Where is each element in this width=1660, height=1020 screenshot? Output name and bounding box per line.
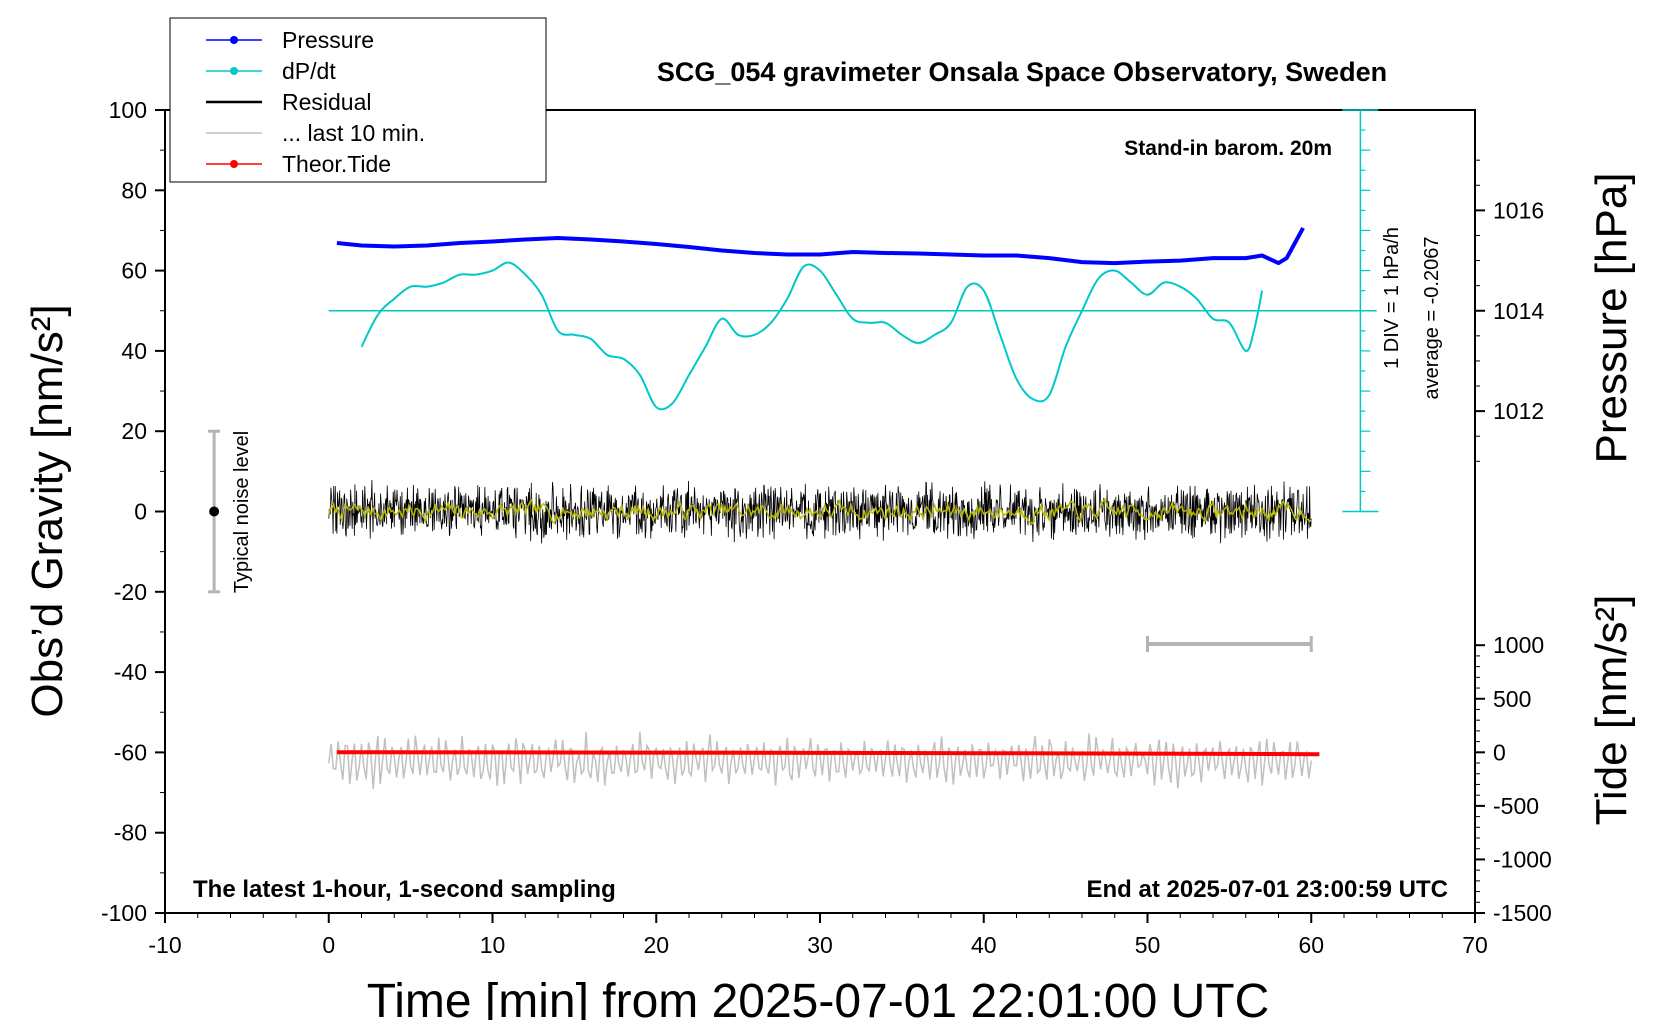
legend-label: ... last 10 min. — [282, 120, 425, 146]
y-tick-label: -60 — [114, 739, 147, 765]
barometer-note: Stand-in barom. 20m — [1124, 137, 1332, 160]
last-10-min-series-line — [328, 731, 1313, 789]
legend-label: Residual — [282, 89, 372, 115]
legend-swatch-marker — [230, 67, 238, 75]
tide-tick-label: -500 — [1493, 793, 1539, 819]
x-tick-label: 30 — [807, 932, 833, 958]
legend-items: Pressure dP/dt Residual ... last 10 min. The… — [206, 27, 425, 177]
noise-bar-center-dot — [209, 506, 220, 517]
tide-tick-label: -1000 — [1493, 846, 1552, 872]
x-tick-label: 20 — [643, 932, 669, 958]
x-tick-label: -10 — [148, 932, 181, 958]
div-scale-label: 1 DIV = 1 hPa/h — [1381, 227, 1403, 369]
y-axis-label-left: Obs’d Gravity [nm/s²] — [23, 304, 72, 717]
dpdt-series-line — [360, 261, 1264, 411]
y-tick-label: -100 — [101, 900, 147, 926]
legend-label: Pressure — [282, 27, 374, 53]
y-tick-label: 20 — [121, 418, 147, 444]
legend: Pressure dP/dt Residual ... last 10 min. The… — [169, 17, 547, 183]
tide-tick-label: 0 — [1493, 739, 1506, 765]
x-tick-label: 0 — [322, 932, 335, 958]
pressure-tick-label: 1012 — [1493, 398, 1544, 424]
theor-tide-series-line — [336, 750, 1320, 757]
y-tick-label: -40 — [114, 659, 147, 685]
x-axis-label: Time [min] from 2025-07-01 22:01:00 UTC — [367, 975, 1270, 1020]
axis-ticks: -10 0 10 20 30 40 50 60 70100806040200-20-40-60-… — [101, 97, 1552, 958]
tide-tick-label: 500 — [1493, 686, 1531, 712]
pressure-series-line — [336, 226, 1305, 266]
legend-swatch-marker — [230, 160, 238, 168]
legend-swatch-marker — [230, 36, 238, 44]
x-tick-label: 60 — [1298, 932, 1324, 958]
data-marks — [208, 109, 1379, 789]
residual-smoothed-line — [328, 498, 1312, 525]
pressure-tick-label: 1014 — [1493, 298, 1544, 324]
legend-label: dP/dt — [282, 58, 336, 84]
end-time-note: End at 2025-07-01 23:00:59 UTC — [1087, 876, 1449, 903]
y-tick-label: 80 — [121, 177, 147, 203]
pressure-tick-label: 1016 — [1493, 197, 1544, 223]
residual-series-line — [328, 479, 1312, 544]
tide-tick-label: 1000 — [1493, 632, 1544, 658]
x-tick-label: 70 — [1462, 932, 1488, 958]
y-tick-label: 60 — [121, 258, 147, 284]
chart-title: SCG_054 gravimeter Onsala Space Observat… — [657, 57, 1387, 87]
x-tick-label: 10 — [480, 932, 506, 958]
y-tick-label: -20 — [114, 579, 147, 605]
average-label: average = -0.2067 — [1421, 237, 1443, 400]
y-axis-label-pressure: Pressure [hPa] — [1587, 172, 1636, 463]
y-tick-label: -80 — [114, 820, 147, 846]
noise-level-label: Typical noise level — [231, 431, 253, 593]
tide-tick-label: -1500 — [1493, 900, 1552, 926]
y-tick-label: 100 — [109, 97, 147, 123]
sampling-note: The latest 1-hour, 1-second sampling — [193, 876, 616, 903]
x-tick-label: 40 — [971, 932, 997, 958]
y-axis-label-tide: Tide [nm/s²] — [1587, 595, 1636, 826]
legend-label: Theor.Tide — [282, 151, 391, 177]
y-tick-label: 40 — [121, 338, 147, 364]
y-tick-label: 0 — [134, 499, 147, 525]
legend-box — [169, 17, 547, 183]
x-tick-label: 50 — [1135, 932, 1161, 958]
